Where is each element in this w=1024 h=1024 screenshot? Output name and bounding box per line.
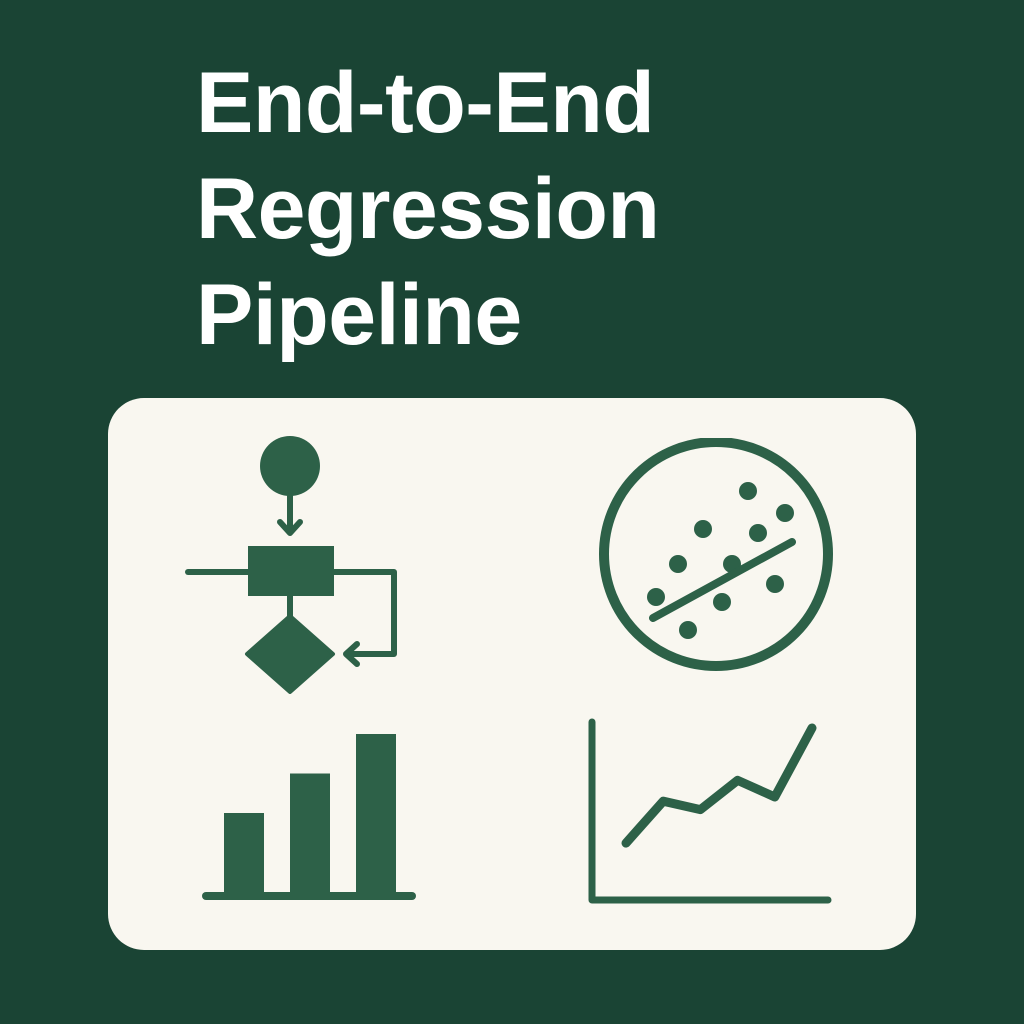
page-title: End-to-End Regression Pipeline <box>196 50 976 368</box>
line-chart-series <box>621 723 817 848</box>
scatter-point <box>739 482 757 500</box>
flow-process-box <box>248 546 334 596</box>
flow-arrow-head <box>277 519 303 536</box>
flow-decision-diamond <box>245 614 335 694</box>
title-line-2: Regression <box>196 161 660 257</box>
line-chart-axes <box>588 718 832 904</box>
bar <box>290 773 330 892</box>
scatter-point <box>679 621 697 639</box>
scatter-point <box>766 575 784 593</box>
bar-chart-icon <box>202 734 416 900</box>
flow-start-node <box>260 436 320 496</box>
regression-line <box>649 538 796 622</box>
scatter-point <box>647 588 665 606</box>
scatter-point <box>749 524 767 542</box>
bar <box>224 813 264 892</box>
flow-loop-arrow-head <box>343 641 360 667</box>
scatter-point <box>669 555 687 573</box>
flowchart-icon <box>185 436 397 694</box>
scatter-point <box>776 504 794 522</box>
title-line-3: Pipeline <box>196 267 522 363</box>
flow-loop-line <box>331 569 397 657</box>
illustration-card <box>108 398 916 950</box>
line-chart-icon <box>588 718 832 904</box>
scatter-frame <box>599 438 833 671</box>
bar <box>356 734 396 892</box>
scatter-regression-icon <box>599 438 833 671</box>
scatter-point <box>713 593 731 611</box>
title-line-1: End-to-End <box>196 55 655 151</box>
scatter-point <box>694 520 712 538</box>
